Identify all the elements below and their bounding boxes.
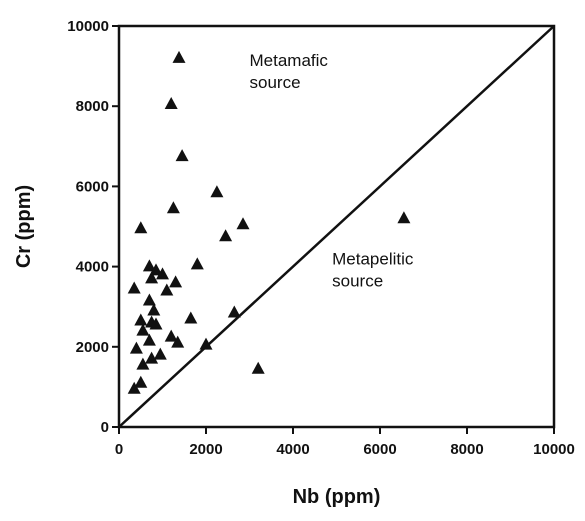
x-tick-label-6000: 6000 [363, 441, 396, 458]
data-point-1 [172, 50, 186, 63]
plot-frame [117, 24, 556, 429]
data-point-31 [153, 347, 167, 360]
data-point-30 [129, 341, 143, 354]
data-point-36 [127, 381, 141, 394]
data-point-24 [149, 317, 163, 330]
data-point-17 [160, 283, 174, 296]
data-point-22 [134, 313, 148, 326]
data-point-18 [142, 293, 156, 306]
data-point-5 [166, 201, 180, 214]
data-point-9 [397, 211, 411, 224]
data-point-25 [136, 323, 150, 336]
data-point-4 [210, 185, 224, 198]
y-tick-label-2000: 2000 [76, 339, 109, 356]
region-label-line: Metamafic [250, 51, 329, 70]
data-point-35 [134, 375, 148, 388]
y-tick-label-10000: 10000 [67, 18, 109, 35]
data-point-32 [145, 351, 159, 364]
data-point-27 [142, 333, 156, 346]
y-tick-label-8000: 8000 [76, 98, 109, 115]
reference-line [118, 25, 555, 428]
x-tick-label-2000: 2000 [189, 441, 222, 458]
data-point-15 [169, 275, 183, 288]
data-point-21 [184, 311, 198, 324]
data-point-34 [251, 361, 265, 374]
region-label-line: source [332, 272, 383, 291]
data-point-3 [175, 149, 189, 162]
data-point-8 [219, 229, 233, 242]
data-point-13 [156, 267, 169, 280]
data-point-29 [199, 337, 213, 350]
data-point-28 [171, 335, 185, 348]
data-point-10 [190, 257, 204, 270]
y-tick-label-6000: 6000 [76, 178, 109, 195]
x-axis-title: Nb (ppm) [293, 486, 381, 508]
x-tick-label-0: 0 [115, 441, 123, 458]
region-label-line: Metapelitic [332, 250, 414, 269]
x-tick-label-8000: 8000 [450, 441, 483, 458]
data-point-20 [227, 305, 241, 318]
data-point-33 [136, 357, 150, 370]
data-point-26 [164, 329, 178, 342]
data-point-14 [145, 271, 159, 284]
y-tick-label-4000: 4000 [76, 259, 109, 276]
x-tick-label-4000: 4000 [276, 441, 309, 458]
data-point-6 [236, 217, 250, 230]
data-point-16 [127, 281, 141, 294]
y-tick-label-0: 0 [101, 419, 109, 436]
data-point-2 [164, 97, 178, 109]
region-label-2: Metapelitic source [332, 250, 414, 291]
plot-layer: 0 2000 4000 6000 8000 10000 0 2000 4000 6000 8000 1… [67, 18, 575, 458]
data-point-12 [149, 263, 163, 276]
region-label-1: Metamafic source [250, 51, 329, 92]
data-point-19 [147, 303, 161, 316]
y-axis-title: Cr (ppm) [13, 185, 35, 268]
x-tick-label-10000: 10000 [533, 441, 575, 458]
region-label-line: source [250, 73, 301, 92]
data-point-11 [142, 259, 156, 272]
data-point-7 [134, 221, 148, 234]
